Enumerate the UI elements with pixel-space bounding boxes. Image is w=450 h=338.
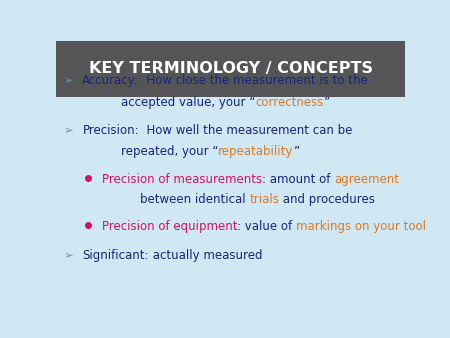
Text: ”: ” [294,145,300,159]
Text: markings on your tool: markings on your tool [296,220,426,233]
Text: agreement: agreement [334,172,399,186]
Text: KEY TERMINOLOGY / CONCEPTS: KEY TERMINOLOGY / CONCEPTS [89,62,373,76]
Text: ”: ” [324,96,330,109]
Text: repeatability: repeatability [218,145,294,159]
Text: How well the measurement can be: How well the measurement can be [139,124,352,137]
Text: trials: trials [249,193,279,206]
Text: correctness: correctness [255,96,324,109]
Bar [56,41,405,97]
Text: Precision of measurements: Precision of measurements [102,172,262,186]
Text: Precision of equipment: Precision of equipment [102,220,237,233]
Text: ➢: ➢ [63,74,73,88]
Text: Significant:: Significant: [82,249,149,262]
Text: ➢: ➢ [63,249,73,262]
Text: ➢: ➢ [63,124,73,137]
Text: : amount of: : amount of [262,172,334,186]
Text: between identical: between identical [140,193,249,206]
Text: Precision:: Precision: [82,124,139,137]
Text: and procedures: and procedures [279,193,375,206]
Text: : value of: : value of [237,220,296,233]
Text: actually measured: actually measured [149,249,262,262]
Text: How close the measurement is to the: How close the measurement is to the [139,74,368,88]
Text: accepted value, your “: accepted value, your “ [121,96,255,109]
Text: Accuracy:: Accuracy: [82,74,139,88]
Text: repeated, your “: repeated, your “ [121,145,218,159]
